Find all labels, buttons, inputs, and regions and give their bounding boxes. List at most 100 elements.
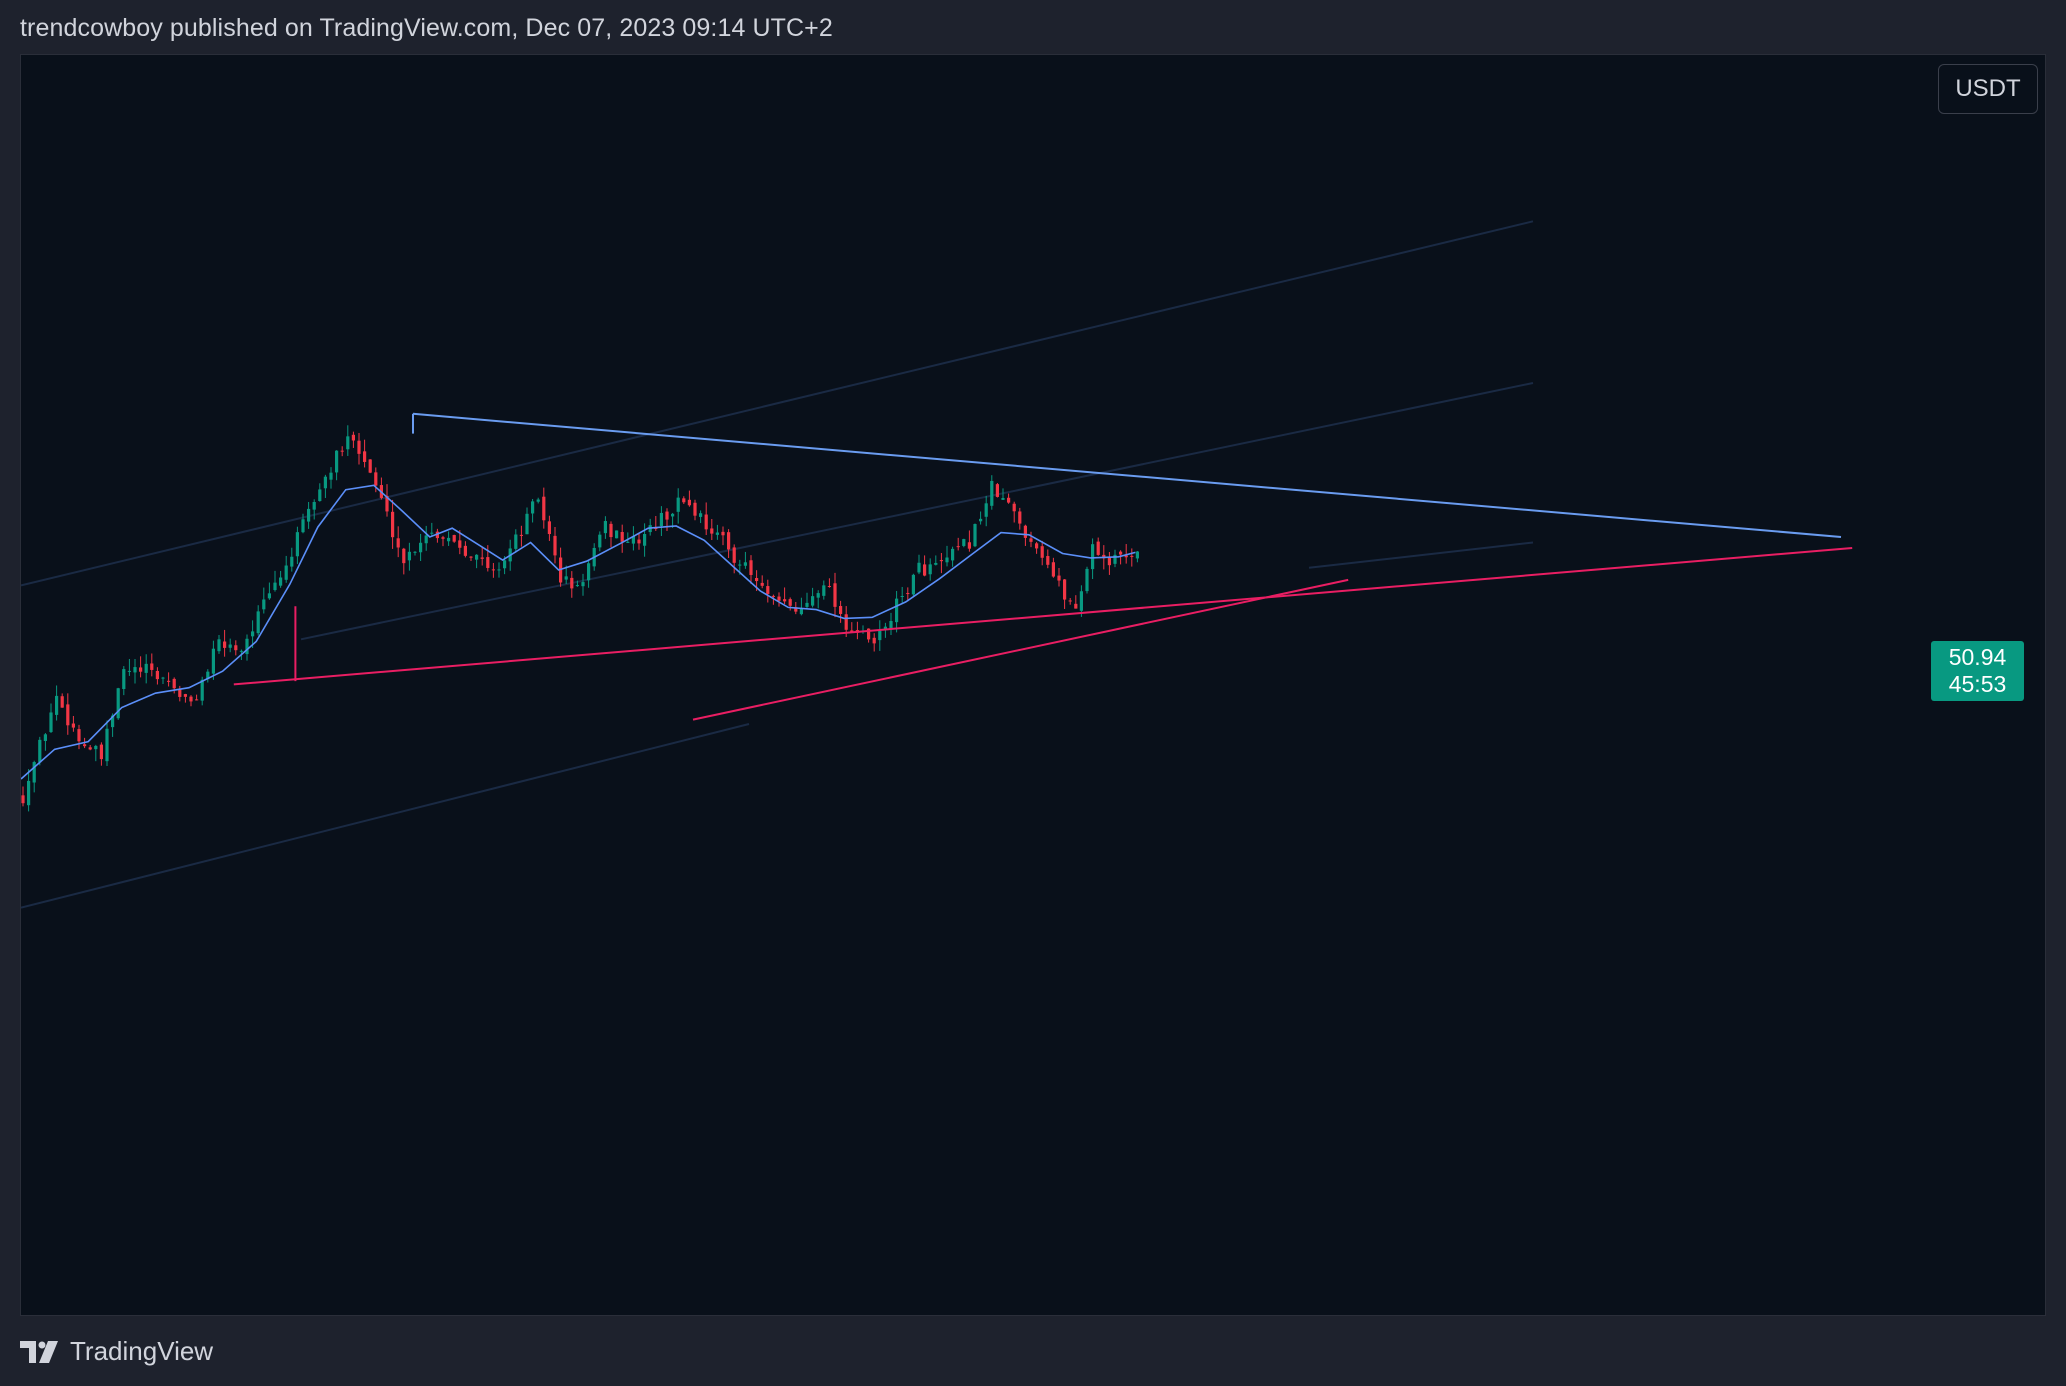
price-chart[interactable] [21,55,2046,1316]
candle-body [295,532,299,557]
candle-body [172,678,176,689]
candle-body [900,596,904,598]
candle [911,573,915,598]
candle [21,786,25,807]
candle [419,533,423,562]
candle [659,506,663,536]
candle [245,634,249,661]
candle [995,483,999,498]
candle-body [833,583,837,607]
candle [939,553,943,574]
candles [21,425,1139,812]
candle-body [340,450,344,452]
candle-body [727,532,731,550]
candle [766,579,770,603]
candle [167,672,171,687]
candle [973,523,977,548]
candle [956,537,960,551]
candle [211,640,215,680]
ascending-support-short-line[interactable] [692,578,1349,721]
channel-lower-line[interactable] [21,723,750,909]
candle-body [906,593,910,595]
candle-body [60,696,64,708]
candle-body [822,585,826,596]
candle [385,484,389,517]
candle-body [312,501,316,510]
candle-body [749,560,753,575]
candle [525,507,529,535]
descending-resistance-line[interactable] [412,412,1842,538]
candle [430,522,434,537]
chart-pane[interactable]: USDT 50.94 45:53 [20,54,2046,1316]
candle-body [1040,546,1044,558]
candle [256,605,260,636]
candle [284,555,288,583]
candle [928,558,932,581]
candle-body [452,535,456,542]
candle-body [407,551,411,561]
candle-body [486,557,490,568]
channel-upper-line[interactable] [21,220,1534,587]
candle [195,694,199,701]
channel-middle-2-line[interactable] [1308,541,1534,569]
candle [1018,507,1022,530]
candle-body [1085,568,1089,592]
candle-body [531,501,535,514]
candle-body [1023,525,1027,538]
candle [1085,566,1089,594]
candle [626,532,630,543]
moving-average [21,484,1136,780]
tradingview-branding[interactable]: TradingView [20,1336,213,1367]
candle [161,676,165,685]
candle [559,547,563,587]
candle [822,580,826,600]
candle-body [771,595,775,597]
ascending-support-long-line[interactable] [233,547,1853,686]
candle-body [760,582,764,586]
candle [55,685,59,721]
candle-body [200,679,204,701]
candle-body [430,532,434,534]
candle [435,528,439,543]
candle-body [973,524,977,547]
candle-body [547,521,551,535]
candle [307,501,311,529]
candle-body [66,704,70,726]
candle-body [671,513,675,517]
candle [1074,595,1078,609]
candle [1040,540,1044,566]
candle [889,612,893,635]
candle [396,526,400,558]
candle-body [844,614,848,630]
candle-body [279,577,283,586]
candle-body [794,607,798,612]
candle [827,578,831,588]
candle [1130,548,1134,567]
candle-body [122,669,126,690]
candle-body [480,557,484,559]
candle [116,687,120,720]
candle [531,498,535,523]
candle-body [150,663,154,670]
currency-button[interactable]: USDT [1938,64,2038,114]
candle [833,572,837,618]
candle-body [262,599,266,610]
candle-body [525,513,529,535]
candle [71,715,75,732]
candle [66,693,70,735]
candle [32,760,36,793]
candle-body [872,637,876,644]
candle-body [447,537,451,542]
candle-body [155,670,159,680]
candle [469,556,473,561]
candle [1107,552,1111,575]
channel-middle-line[interactable] [300,382,1534,641]
candle-body [788,599,792,606]
candle-body [732,547,736,563]
candle-body [167,680,171,682]
candle [895,590,899,633]
candle-body [575,585,579,587]
candle-body [979,518,983,522]
candle [267,582,271,600]
candle [536,497,540,504]
